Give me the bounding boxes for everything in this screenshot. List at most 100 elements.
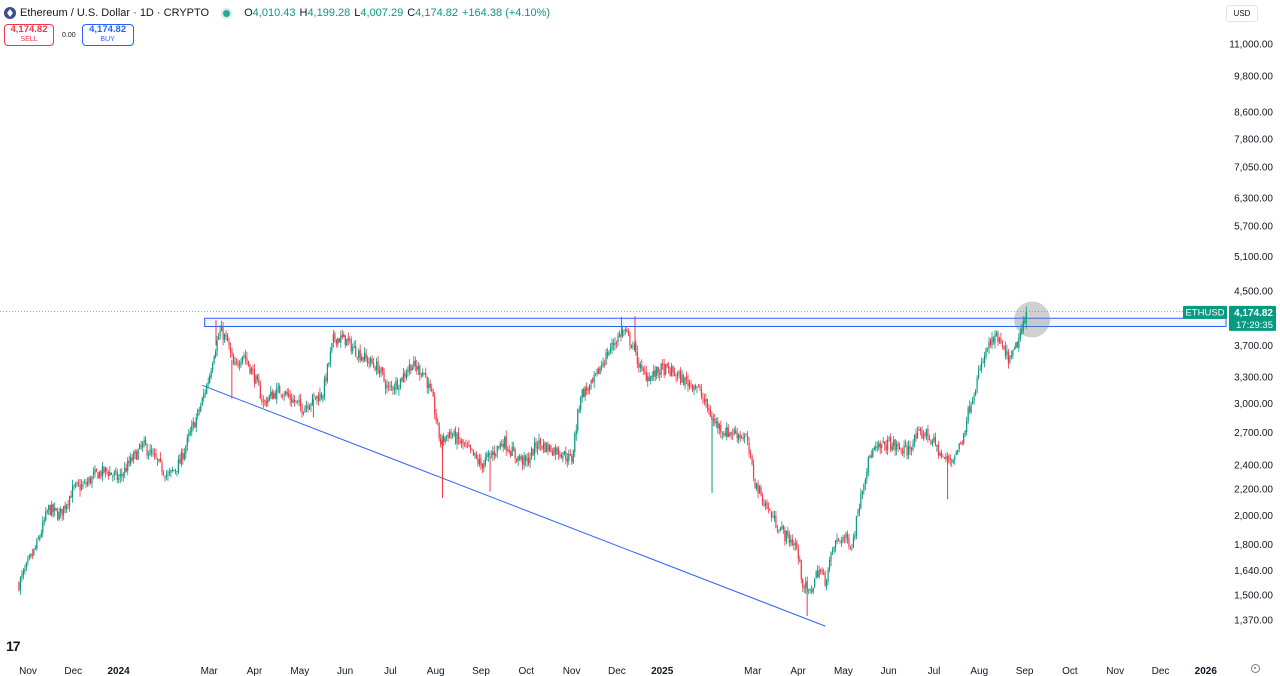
y-tick-label: 11,000.00 [1229, 40, 1273, 51]
candle-body [451, 435, 454, 437]
candle-body [626, 329, 628, 332]
price-axis: 11,000.00 9,800.00 8,600.00 7,800.00 7,050.0… [1229, 40, 1273, 627]
candle-body [365, 354, 367, 359]
candle-body [370, 358, 372, 364]
candle-body [915, 433, 917, 439]
candle-body [718, 424, 720, 430]
candle-body [912, 443, 914, 450]
candle-body [43, 519, 45, 522]
candle-body [113, 472, 115, 476]
candle-body [553, 448, 555, 456]
candle-body [325, 377, 327, 382]
sell-button[interactable]: 4,174.82 SELL [4, 24, 54, 46]
y-tick-label: 8,600.00 [1234, 108, 1273, 119]
candle-body [49, 505, 51, 515]
candle-body [64, 504, 66, 509]
candle-body [1022, 320, 1024, 331]
candle-body [487, 452, 489, 457]
candle-body [118, 478, 120, 480]
candle-body [283, 395, 285, 397]
ethereum-icon[interactable] [4, 7, 16, 19]
candle-body [432, 391, 434, 397]
candle-body [298, 400, 300, 403]
candle-body [954, 456, 956, 460]
candle-body [550, 445, 552, 452]
candle-body [659, 372, 661, 375]
candle-body [119, 473, 121, 477]
tradingview-logo-icon[interactable]: 17 [6, 638, 21, 654]
candle-body [691, 384, 694, 391]
candle-body [897, 443, 899, 446]
candle-body [291, 398, 293, 403]
candle-body [344, 335, 346, 345]
candle-body [922, 434, 925, 438]
candle-body [40, 533, 42, 537]
candle-body [143, 440, 145, 443]
candle-body [621, 330, 624, 337]
trendline [202, 384, 826, 627]
candle-body [539, 439, 542, 445]
candle-body [277, 386, 279, 388]
candle-body [663, 363, 665, 376]
candle-body [240, 361, 242, 366]
candle-body [83, 481, 86, 483]
candle-body [735, 430, 737, 434]
candle-body [314, 396, 317, 400]
candle-body [1018, 337, 1020, 348]
candle-body [115, 471, 117, 473]
y-tick-label: 1,800.00 [1234, 540, 1273, 551]
candle-body [742, 437, 744, 439]
candle-body [27, 559, 29, 563]
candle-body [204, 392, 206, 394]
candle-body [522, 456, 524, 465]
x-tick-label: May [290, 666, 309, 676]
candle-body [872, 450, 874, 457]
candle-body [60, 508, 62, 513]
candle-body [866, 471, 868, 480]
candle-body [796, 542, 798, 549]
candle-body [900, 450, 902, 451]
candle-body [37, 538, 39, 540]
candle-body [881, 444, 883, 448]
candle-body [678, 372, 680, 374]
gear-icon[interactable] [1251, 664, 1260, 673]
candle-body [744, 435, 746, 438]
candle-body [769, 509, 771, 511]
candle-body [858, 507, 860, 514]
candle-body [381, 367, 384, 373]
candle-body [153, 453, 156, 455]
buy-button[interactable]: 4,174.82 BUY [81, 24, 134, 46]
candle-body [603, 363, 606, 365]
candle-body [986, 347, 989, 349]
candle-body [48, 505, 50, 511]
candle-body [264, 400, 266, 402]
candle-body [791, 539, 793, 546]
candle-body [478, 459, 480, 465]
currency-selector[interactable]: USD [1226, 5, 1258, 22]
candle-body [924, 433, 926, 436]
candle-body [58, 512, 60, 520]
candle-body [496, 445, 498, 453]
candle-body [940, 452, 942, 457]
candle-body [74, 483, 77, 486]
candle-body [571, 455, 573, 462]
candle-body [572, 450, 574, 463]
candle-body [22, 570, 25, 576]
candle-body [766, 501, 768, 509]
candle-body [958, 443, 960, 450]
candle-body [919, 429, 922, 431]
candle-body [560, 454, 562, 458]
candle-body [443, 435, 445, 442]
symbol-title[interactable]: Ethereum / U.S. Dollar · 1D · CRYPTO [20, 7, 210, 19]
candle-body [869, 456, 871, 458]
candle-body [191, 425, 193, 433]
candle-body [806, 581, 808, 592]
candle-body [378, 370, 381, 374]
candle-body [994, 334, 996, 344]
candle-body [727, 427, 729, 437]
candle-body [936, 444, 938, 447]
candle-body [878, 443, 880, 447]
x-tick-label: Jun [881, 666, 897, 676]
candle-body [817, 570, 819, 578]
